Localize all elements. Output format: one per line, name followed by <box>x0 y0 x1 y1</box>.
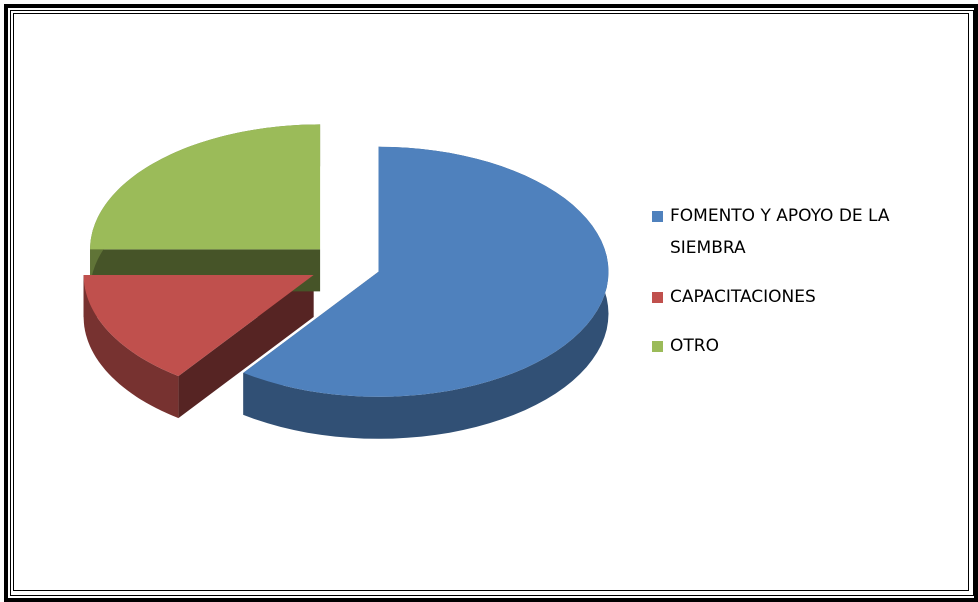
slice <box>243 146 609 397</box>
chart-border <box>13 13 969 591</box>
legend-swatch <box>652 341 663 352</box>
slice-side <box>83 275 179 419</box>
slice-side <box>243 146 609 439</box>
frame <box>4 4 978 602</box>
slice <box>90 124 321 250</box>
legend-swatch <box>652 292 663 303</box>
legend-swatch <box>652 211 663 222</box>
frame-line <box>10 10 974 596</box>
legend-label: FOMENTO Y APOYO DE LA SIEMBRA <box>670 206 890 258</box>
legend-label: CAPACITACIONES <box>670 287 816 307</box>
slice <box>83 275 314 377</box>
legend-label: OTRO <box>670 336 719 356</box>
